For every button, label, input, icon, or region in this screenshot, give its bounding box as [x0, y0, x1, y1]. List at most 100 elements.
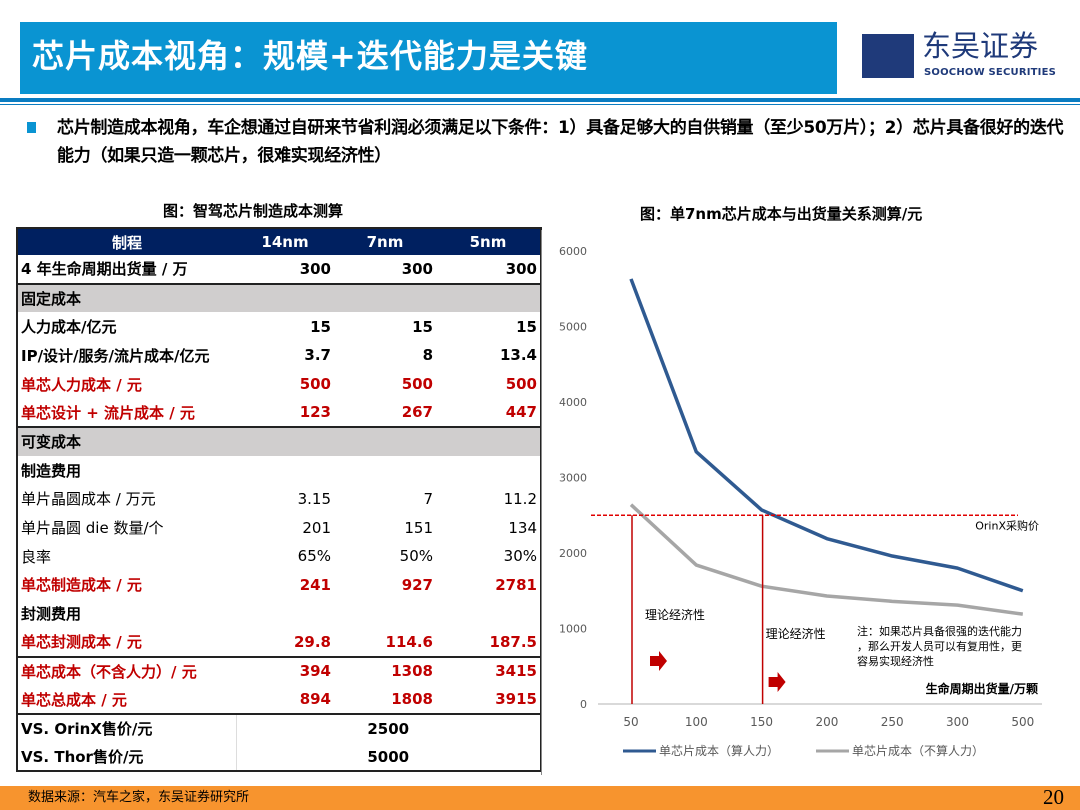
table-row: 良率 65% 50% 30% — [17, 542, 541, 571]
table-cell-value — [436, 282, 541, 313]
table-row-label: 单芯总成本 / 元 — [21, 690, 127, 709]
table-cell-value — [334, 282, 436, 313]
table-row: 单芯制造成本 / 元 241 927 2781 — [17, 571, 541, 600]
table-cell-value: 15 — [412, 317, 433, 336]
comparison-row: VS. OrinX售价/元 2500 — [17, 713, 541, 743]
logo-cn: 东吴证券 — [922, 29, 1039, 63]
table-cell-value — [436, 599, 541, 628]
table-row: 固定成本 — [17, 282, 541, 313]
note-text: ，那么开发人员可以有复用性，更 — [857, 639, 1022, 653]
table-row-label: 良率 — [21, 547, 52, 566]
note-text: 容易实现经济性 — [857, 654, 934, 668]
table-cell-value: 29.8 — [293, 632, 331, 651]
intro-text: 芯片制造成本视角，车企想通过自研来节省利润必须满足以下条件：1）具备足够大的自供… — [57, 118, 1064, 166]
table-row-label: 单芯制造成本 / 元 — [21, 576, 142, 595]
logo-en: SOOCHOW SECURITIES — [924, 67, 1057, 78]
column-header: 7nm — [334, 228, 436, 255]
table-cell-value: 241 — [299, 575, 331, 594]
table-row: 单片晶圆 die 数量/个 201 151 134 — [17, 513, 541, 542]
table-cell-value: 394 — [236, 655, 334, 686]
table-row: 人力成本/亿元 15 15 15 — [17, 312, 541, 341]
table-cell-value: 114.6 — [385, 632, 433, 651]
comparison-row: VS. Thor售价/元 5000 — [17, 742, 541, 772]
table-row: 单芯设计 + 流片成本 / 元 123 267 447 — [17, 398, 541, 427]
y-tick-label: 4000 — [559, 396, 587, 409]
table-cell-value: 134 — [508, 518, 537, 537]
table-cell-value: 201 — [302, 518, 331, 537]
table-header-row: 制程 14nm 7nm 5nm — [17, 228, 541, 255]
table-row: 制造费用 — [17, 456, 541, 485]
table-cell-value: 2781 — [495, 575, 537, 594]
title-bar: 芯片成本视角：规模+迭代能力是关键 — [20, 22, 837, 94]
divider — [0, 104, 1080, 105]
y-tick-label: 3000 — [559, 472, 587, 485]
table-row-label: 封测费用 — [21, 605, 82, 624]
y-tick-label: 6000 — [559, 245, 587, 258]
marker-label: 理论经济性 — [766, 626, 826, 641]
table-cell-value: 3915 — [495, 690, 537, 709]
column-header: 5nm — [436, 228, 541, 255]
table-cell-value — [436, 456, 541, 485]
table-cell-value: 151 — [404, 518, 433, 537]
table-cell-value: 300 — [299, 259, 331, 278]
table-cell-value: 3.15 — [297, 489, 331, 508]
table-cell-value: 50% — [399, 547, 433, 566]
table-cell-value: 11.2 — [503, 489, 537, 508]
table-cell-value: 894 — [299, 690, 331, 709]
table-row: 单芯总成本 / 元 894 1808 3915 — [17, 685, 541, 714]
table-cell-value — [334, 456, 436, 485]
table-cell-value: 3.7 — [304, 346, 331, 365]
right-arrow-icon — [768, 672, 786, 692]
table-row-label: IP/设计/服务/流片成本/亿元 — [21, 346, 210, 365]
table-row: 单芯人力成本 / 元 500 500 500 — [17, 370, 541, 399]
table-row-label: 单片晶圆成本 / 万元 — [21, 490, 156, 509]
table-row-label: VS. Thor售价/元 — [17, 742, 237, 772]
x-tick-label: 150 — [750, 715, 773, 729]
table-cell-value: 5000 — [367, 747, 410, 766]
table-cell-value: 300 — [505, 259, 537, 278]
page-number: 20 — [1043, 785, 1064, 809]
logo-mark-icon — [862, 34, 914, 78]
table-cell-value: 7 — [423, 489, 433, 508]
table-cell-value: 15 — [310, 317, 331, 336]
column-header: 14nm — [236, 228, 334, 255]
y-tick-label: 5000 — [559, 321, 587, 334]
table-cell-value: 300 — [401, 259, 433, 278]
table-row-label: 人力成本/亿元 — [21, 318, 117, 337]
legend-label: 单芯片成本（不算人力） — [852, 743, 984, 758]
table-row: 封测费用 — [17, 599, 541, 628]
table-row-label: 固定成本 — [17, 282, 236, 313]
divider — [0, 98, 1080, 102]
series-line-0 — [629, 278, 1024, 593]
table-row-label: 单芯成本（不含人力）/ 元 — [17, 655, 236, 686]
source-text: 数据来源：汽车之家，东吴证券研究所 — [28, 790, 250, 805]
y-tick-label: 2000 — [559, 547, 587, 560]
x-tick-label: 50 — [623, 715, 638, 729]
logo: 东吴证券 SOOCHOW SECURITIES — [862, 30, 1067, 82]
x-tick-label: 250 — [881, 715, 904, 729]
table-row: 4 年生命周期出货量 / 万 300 300 300 — [17, 255, 541, 284]
cost-table: 制程 14nm 7nm 5nm 4 年生命周期出货量 / 万 300 300 300 固定成本人… — [16, 227, 542, 773]
table-cell-value: 267 — [401, 403, 433, 422]
table-cell-value — [334, 599, 436, 628]
table-row: 单芯成本（不含人力）/ 元 394 1308 3415 — [17, 655, 541, 686]
table-row-label: 单芯人力成本 / 元 — [21, 375, 142, 394]
reference-line-label: OrinX采购价 — [975, 518, 1039, 532]
right-arrow-icon — [650, 651, 667, 671]
table-cell-value — [236, 426, 334, 456]
y-tick-label: 0 — [580, 698, 587, 711]
table-cell-value: 500 — [299, 375, 331, 394]
table-cell-value: 187.5 — [489, 632, 537, 651]
table-row: IP/设计/服务/流片成本/亿元 3.7 8 13.4 — [17, 341, 541, 370]
table-cell-value: 65% — [297, 547, 331, 566]
x-tick-label: 500 — [1011, 715, 1034, 729]
chart-title: 图：单7nm芯片成本与出货量关系测算/元 — [640, 205, 923, 223]
table-cell-value: 2500 — [236, 713, 541, 743]
marker-label: 理论经济性 — [645, 607, 705, 622]
table-row-label: 制造费用 — [21, 461, 82, 480]
note-text: 注：如果芯片具备很强的迭代能力 — [857, 624, 1022, 638]
table-cell-value: 1808 — [391, 690, 433, 709]
y-tick-label: 1000 — [559, 623, 587, 636]
table-cell-value — [236, 599, 334, 628]
table-row-label: VS. OrinX售价/元 — [17, 713, 237, 743]
